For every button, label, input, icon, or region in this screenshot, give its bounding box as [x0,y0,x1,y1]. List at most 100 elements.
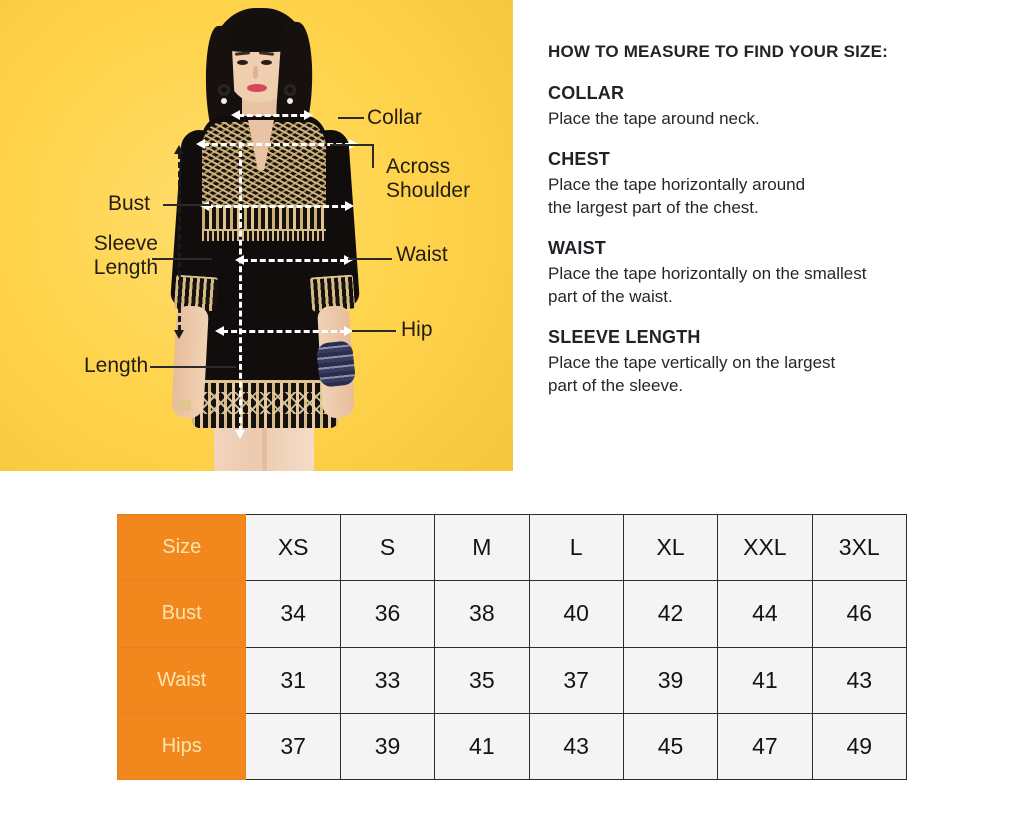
table-rowhead-hips: Hips [116,712,247,781]
table-cell: 45 [622,712,719,781]
kurti-hem-pattern [192,392,338,414]
sleeve-length-guide-line [178,153,181,331]
table-cell: 44 [717,580,813,648]
waist-leader-line [348,258,392,260]
bust-guide-line [207,205,347,208]
model-nose [253,66,258,79]
model-eye-left [237,60,248,65]
across-shoulder-leader-vertical [372,144,374,168]
collar-guide-line [238,114,306,117]
size-chart-table: Size XS S M L XL XXL 3XL Bust 34 36 38 4… [116,513,908,781]
table-cell: 39 [339,712,436,781]
kurti-embroidery-band-secondary [202,231,326,241]
bust-arrow-right [345,201,354,211]
label-length: Length [84,354,149,377]
measurement-illustration-panel: Bust Sleeve Length Length Collar Across … [0,0,513,471]
table-cell: 37 [528,646,624,714]
collar-leader-line [338,117,364,119]
table-rowhead-size: Size [116,513,247,582]
model-eye-right [261,60,272,65]
label-collar: Collar [367,106,422,129]
table-row: Hips 37 39 41 43 45 47 49 [116,712,908,781]
model-figure-illustration [148,0,378,471]
table-cell: XL [622,513,719,582]
how-to-measure-section: HOW TO MEASURE TO FIND YOUR SIZE: COLLAR… [548,42,988,416]
earring-bead-right [287,98,293,104]
collar-arrow-right [304,110,313,120]
table-cell: 38 [434,580,530,648]
measure-term-collar: COLLAR [548,83,625,103]
measure-instruction-chest: CHEST Place the tape horizontally around… [548,149,988,219]
measure-desc-collar: Place the tape around neck. [548,109,760,128]
table-cell: 43 [528,712,624,781]
table-cell: 33 [339,646,436,714]
label-sleeve-length: Sleeve Length [93,232,158,279]
label-bust: Bust [108,192,151,215]
model-ring [178,400,191,411]
length-leader-line [150,366,236,368]
waist-arrow-right [344,255,353,265]
table-cell: XXL [717,513,813,582]
earring-left [218,84,230,96]
table-cell: 40 [528,580,624,648]
sleeve-length-leader-line [152,258,212,260]
earring-bead-left [221,98,227,104]
bust-leader-line [163,204,211,206]
across-shoulder-leader-line [330,144,374,146]
table-cell: XS [245,513,341,582]
table-rowhead-waist: Waist [116,646,247,714]
table-cell: M [434,513,530,582]
table-row: Bust 34 36 38 40 42 44 46 [116,580,908,648]
label-waist: Waist [396,243,448,266]
kurti-embroidery-band [202,205,326,231]
label-across-shoulder: Across Shoulder [386,155,471,202]
table-cell: 3XL [811,513,908,582]
measure-term-sleeve-length: SLEEVE LENGTH [548,327,701,347]
earring-right [284,84,296,96]
measure-instruction-waist: WAIST Place the tape horizontally on the… [548,238,988,308]
table-row: Size XS S M L XL XXL 3XL [116,513,908,582]
how-to-measure-heading: HOW TO MEASURE TO FIND YOUR SIZE: [548,42,889,61]
waist-guide-line [242,259,346,262]
across-shoulder-arrow-left [196,139,205,149]
model-lips [247,84,267,92]
table-cell: 42 [622,580,719,648]
table-cell: 39 [622,646,719,714]
table-row: Waist 31 33 35 37 39 41 43 [116,646,908,714]
length-guide-line [239,142,242,432]
hip-arrow-left [215,326,224,336]
table-rowhead-bust: Bust [116,580,247,648]
hip-guide-line [222,330,346,333]
measure-desc-sleeve-length: Place the tape vertically on the largest… [548,353,836,395]
table-cell: 37 [245,712,341,781]
table-cell: 43 [811,646,908,714]
sleeve-length-arrow-down [174,330,184,339]
label-hip: Hip [401,318,433,341]
hip-leader-line [352,330,396,332]
measure-instruction-sleeve-length: SLEEVE LENGTH Place the tape vertically … [548,327,988,397]
measure-instruction-collar: COLLAR Place the tape around neck. [548,83,988,130]
table-cell: 35 [434,646,530,714]
table-cell: S [339,513,436,582]
measure-desc-waist: Place the tape horizontally on the small… [548,264,867,306]
collar-arrow-left [231,110,240,120]
table-cell: 36 [339,580,436,648]
across-shoulder-guide-line [203,143,351,146]
table-cell: 31 [245,646,341,714]
length-arrow-down [235,430,245,439]
model-bangles [315,340,357,388]
measure-desc-chest: Place the tape horizontally around the l… [548,175,806,217]
table-cell: 49 [811,712,908,781]
table-cell: 41 [434,712,530,781]
table-cell: 46 [811,580,908,648]
bust-arrow-left [200,201,209,211]
sleeve-length-arrow-up [174,145,184,154]
table-cell: 47 [717,712,813,781]
table-cell: 34 [245,580,341,648]
table-cell: 41 [717,646,813,714]
measure-term-waist: WAIST [548,238,606,258]
hip-arrow-right [344,326,353,336]
size-chart-table-container: Size XS S M L XL XXL 3XL Bust 34 36 38 4… [116,513,908,781]
measure-term-chest: CHEST [548,149,611,169]
